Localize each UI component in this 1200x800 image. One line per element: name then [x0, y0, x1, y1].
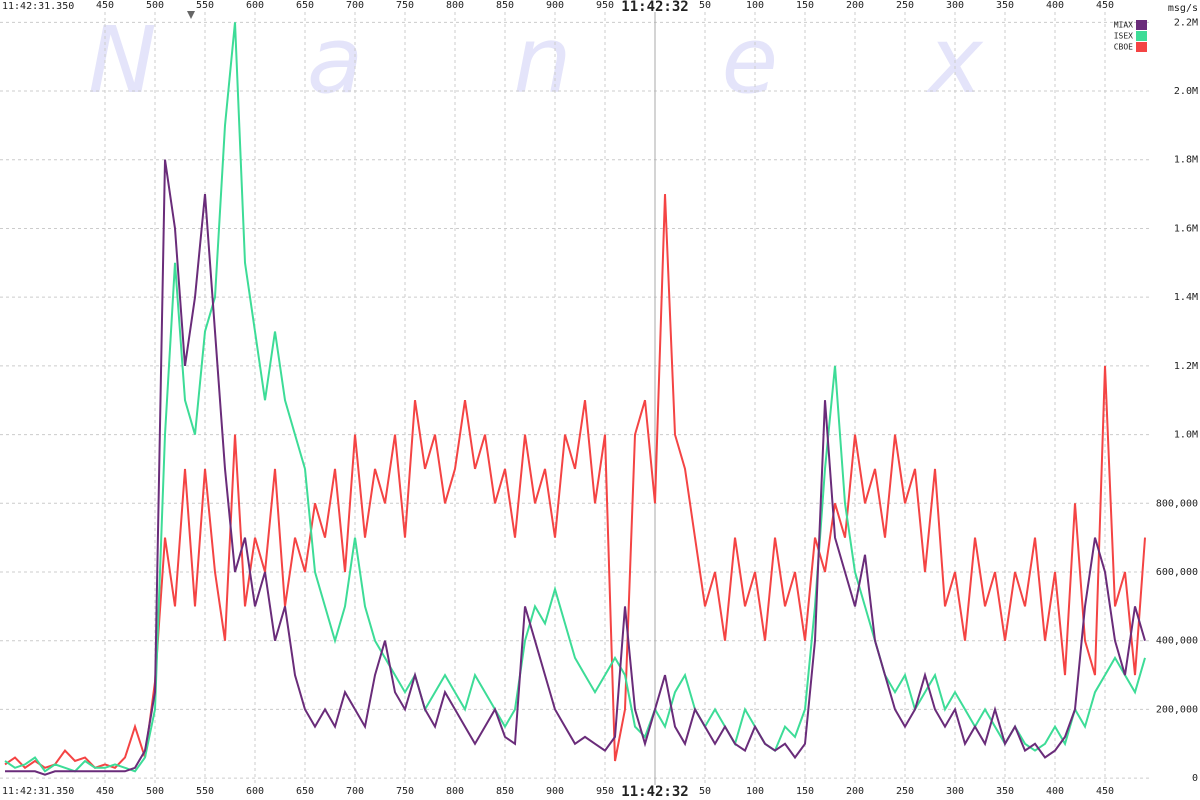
legend-label: ISEX [1114, 32, 1133, 41]
watermark: Nanex [88, 7, 1133, 114]
x-tick-label-top: 450 [1096, 0, 1114, 11]
legend-swatch [1136, 31, 1147, 41]
x-tick-label-bottom: 800 [446, 786, 464, 797]
y-tick-label: 0 [1192, 773, 1198, 784]
y-tick-label: 600,000 [1156, 567, 1198, 578]
y-tick-label: 1.4M [1174, 292, 1198, 303]
x-tick-label-bottom: 600 [246, 786, 264, 797]
x-tick-label-top: 900 [546, 0, 564, 11]
x-tick-label-bottom: 300 [946, 786, 964, 797]
x-tick-label-bottom: 50 [699, 786, 711, 797]
legend-label: CBOE [1114, 43, 1133, 52]
x-tick-label-bottom: 950 [596, 786, 614, 797]
x-tick-label-bottom: 850 [496, 786, 514, 797]
start-label-top: 11:42:31.350 [2, 1, 74, 12]
x-tick-label-bottom: 150 [796, 786, 814, 797]
x-tick-label-bottom: 450 [1096, 786, 1114, 797]
x-tick-label-top: 250 [896, 0, 914, 11]
x-tick-label-top: 50 [699, 0, 711, 11]
x-tick-label-top: 400 [1046, 0, 1064, 11]
x-tick-label-top: 100 [746, 0, 764, 11]
x-tick-label-top: 750 [396, 0, 414, 11]
x-tick-label-top: 200 [846, 0, 864, 11]
y-tick-label: 200,000 [1156, 704, 1198, 715]
x-tick-label-bottom: 500 [146, 786, 164, 797]
x-tick-label-top: 950 [596, 0, 614, 11]
x-tick-label-bottom: 400 [1046, 786, 1064, 797]
x-tick-label-top: 600 [246, 0, 264, 11]
series-line [5, 159, 1146, 776]
x-tick-label-bottom: 11:42:32 [621, 784, 688, 800]
y-tick-label: 400,000 [1156, 636, 1198, 647]
x-tick-label-top: 350 [996, 0, 1014, 11]
x-tick-label-top: 800 [446, 0, 464, 11]
x-tick-label-bottom: 350 [996, 786, 1014, 797]
x-tick-label-bottom: 450 [96, 786, 114, 797]
x-tick-label-top: 700 [346, 0, 364, 11]
y-axis-label: msg/s [1168, 3, 1198, 14]
x-tick-label-bottom: 650 [296, 786, 314, 797]
series-line [4, 22, 1146, 773]
series-line [4, 194, 1146, 770]
y-tick-label: 1.6M [1174, 223, 1198, 234]
x-tick-label-top: 550 [196, 0, 214, 11]
x-tick-label-bottom: 750 [396, 786, 414, 797]
x-tick-label-bottom: 250 [896, 786, 914, 797]
x-tick-label-top: 500 [146, 0, 164, 11]
x-tick-label-top: 300 [946, 0, 964, 11]
start-label-bottom: 11:42:31.350 [2, 786, 74, 797]
x-tick-label-top: 150 [796, 0, 814, 11]
x-tick-label-top: 11:42:32 [621, 0, 688, 15]
marker [187, 11, 195, 19]
legend-swatch [1136, 20, 1147, 30]
y-tick-label: 2.2M [1174, 17, 1198, 28]
x-tick-label-top: 850 [496, 0, 514, 11]
x-tick-label-bottom: 550 [196, 786, 214, 797]
y-tick-label: 1.8M [1174, 155, 1198, 166]
legend-swatch [1136, 42, 1147, 52]
y-tick-label: 800,000 [1156, 498, 1198, 509]
x-tick-label-bottom: 700 [346, 786, 364, 797]
y-tick-label: 2.0M [1174, 86, 1198, 97]
x-tick-label-bottom: 200 [846, 786, 864, 797]
x-tick-label-bottom: 900 [546, 786, 564, 797]
x-tick-label-top: 650 [296, 0, 314, 11]
x-tick-label-top: 450 [96, 0, 114, 11]
y-tick-label: 1.0M [1174, 430, 1198, 441]
x-tick-label-bottom: 100 [746, 786, 764, 797]
y-tick-label: 1.2M [1174, 361, 1198, 372]
legend-label: MIAX [1114, 21, 1133, 30]
